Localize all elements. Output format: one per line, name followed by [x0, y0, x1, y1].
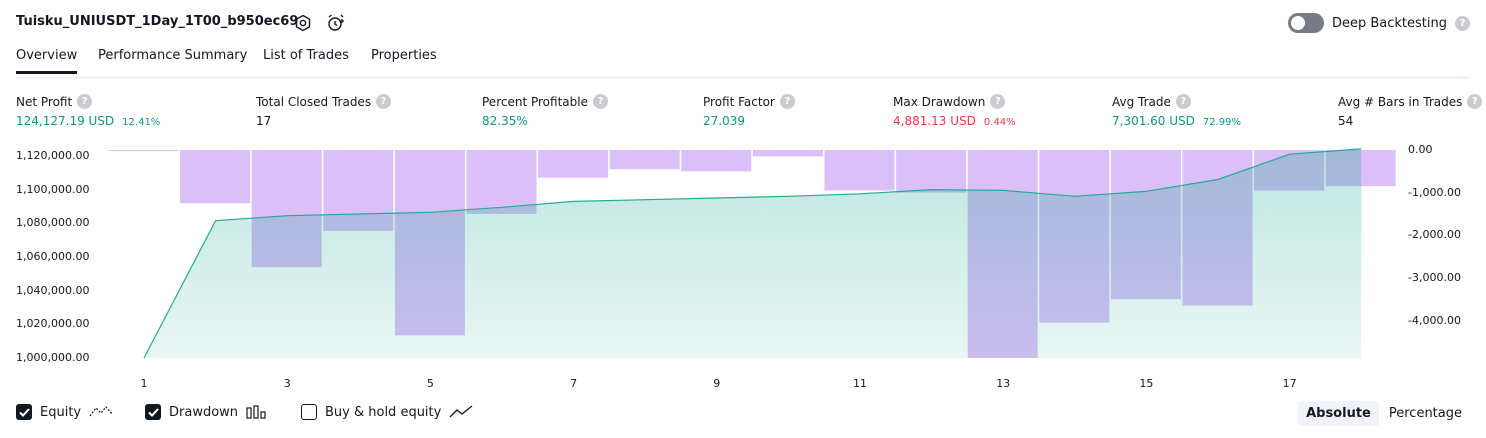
absolute-button[interactable]: Absolute: [1298, 401, 1379, 426]
x-axis-tick-label: 5: [426, 377, 434, 390]
equity-line: [143, 148, 1362, 359]
drawdown-bar: [538, 150, 609, 178]
help-icon[interactable]: ?: [990, 94, 1006, 109]
drawdown-bar: [896, 150, 967, 193]
legend-label: Buy & hold equity: [325, 404, 442, 420]
tab-properties[interactable]: Properties: [371, 48, 437, 63]
strategy-title: Tuisku_UNIUSDT_1Day_1T00_b950ec69: [16, 14, 299, 29]
tab-list-of-trades[interactable]: List of Trades: [263, 48, 349, 63]
add-alert-clock-icon[interactable]: [325, 12, 347, 34]
metric-percent-profitable: Percent Profitable? 82.35%: [482, 94, 608, 128]
equity-axis-tick-label: 1,020,000.00: [16, 317, 90, 331]
metric-avg-trade: Avg Trade? 7,301.60 USD 72.99%: [1112, 94, 1241, 128]
equity-axis-tick-label: 1,120,000.00: [16, 148, 90, 162]
deep-backtesting-control: Deep Backtesting ?: [1287, 13, 1470, 33]
metric-percent: 12.41%: [122, 117, 161, 128]
legend-buy-hold-equity[interactable]: Buy & hold equity: [301, 404, 473, 420]
percentage-button[interactable]: Percentage: [1388, 406, 1462, 421]
metric-label: Avg Trade: [1112, 94, 1171, 109]
metric-value: 7,301.60 USD: [1112, 114, 1195, 128]
legend-label: Equity: [40, 404, 82, 420]
metric-value: 27.039: [703, 114, 745, 128]
metric-label: Avg # Bars in Trades: [1338, 94, 1463, 109]
equity-axis-tick-label: 1,100,000.00: [16, 182, 90, 196]
x-axis-tick-label: 9: [713, 377, 721, 390]
x-axis-tick-label: 1: [140, 377, 148, 390]
tab-overview[interactable]: Overview: [16, 48, 78, 74]
deep-backtesting-label: Deep Backtesting: [1331, 15, 1447, 31]
equity-axis-tick-label: 1,080,000.00: [16, 216, 90, 230]
equity-axis-tick-label: 1,040,000.00: [16, 283, 90, 297]
help-icon[interactable]: ?: [376, 94, 392, 109]
metric-max-drawdown: Max Drawdown? 4,881.13 USD 0.44%: [893, 94, 1016, 128]
help-icon[interactable]: ?: [1467, 94, 1483, 109]
legend-drawdown[interactable]: Drawdown: [145, 404, 268, 420]
drawdown-axis-tick-label: -1,000.00: [1408, 185, 1461, 199]
drawdown-bars-icon: [246, 405, 266, 419]
x-axis-tick-label: 13: [996, 377, 1011, 390]
drawdown-axis-tick-label: -3,000.00: [1408, 270, 1461, 284]
buy-hold-checkbox[interactable]: [301, 404, 317, 420]
report-tabs: Overview Performance Summary List of Tra…: [16, 44, 1470, 79]
drawdown-bar: [681, 150, 752, 172]
x-axis-tick-label: 3: [283, 377, 291, 390]
x-axis-tick-label: 15: [1139, 377, 1154, 390]
x-axis-tick-label: 7: [570, 377, 578, 390]
help-icon[interactable]: ?: [1175, 94, 1191, 109]
metric-value: 124,127.19 USD: [16, 114, 115, 128]
drawdown-axis-tick-label: -4,000.00: [1408, 313, 1461, 327]
drawdown-bar: [466, 150, 537, 214]
drawdown-axis-tick-label: 0.00: [1408, 143, 1433, 156]
legend-equity[interactable]: Equity: [16, 404, 113, 420]
metric-value: 54: [1338, 114, 1354, 128]
metric-net-profit: Net Profit? 124,127.19 USD 12.41%: [16, 94, 160, 128]
metric-label: Net Profit: [16, 94, 73, 109]
drawdown-bar: [824, 150, 895, 191]
metric-percent: 0.44%: [983, 117, 1016, 128]
buy-hold-line-icon: [449, 405, 473, 418]
metric-label: Percent Profitable: [482, 94, 588, 109]
help-icon[interactable]: ?: [77, 94, 93, 109]
help-icon[interactable]: ?: [779, 94, 795, 109]
metric-label: Total Closed Trades: [256, 94, 372, 109]
help-icon[interactable]: ?: [1455, 15, 1470, 31]
equity-axis-tick-label: 1,000,000.00: [16, 351, 90, 364]
toggle-knob: [1290, 16, 1305, 30]
drawdown-checkbox[interactable]: [145, 404, 161, 420]
tab-performance-summary[interactable]: Performance Summary: [98, 48, 248, 63]
equity-axis-tick-label: 1,060,000.00: [16, 249, 90, 263]
drawdown-bar: [609, 150, 680, 170]
drawdown-bar: [180, 150, 251, 204]
metric-total-closed-trades: Total Closed Trades? 17: [256, 94, 392, 128]
equity-line-icon: [89, 406, 113, 417]
equity-area: [144, 148, 1362, 358]
metric-profit-factor: Profit Factor? 27.039: [703, 94, 795, 128]
metric-value: 82.35%: [482, 114, 528, 128]
legend-label: Drawdown: [169, 404, 239, 420]
metric-avg-bars-in-trades: Avg # Bars in Trades? 54: [1338, 94, 1483, 128]
deep-backtesting-toggle[interactable]: [1287, 13, 1324, 33]
help-icon[interactable]: ?: [592, 94, 608, 109]
metric-value: 4,881.13 USD: [893, 114, 976, 128]
x-axis-tick-label: 11: [853, 377, 867, 390]
equity-checkbox[interactable]: [16, 404, 32, 420]
metric-percent: 72.99%: [1202, 117, 1242, 128]
x-axis-tick-label: 17: [1282, 377, 1297, 390]
metric-label: Max Drawdown: [893, 94, 986, 109]
settings-gear-icon[interactable]: [292, 12, 314, 34]
scale-toggle: Absolute Percentage: [1298, 401, 1470, 426]
metric-label: Profit Factor: [703, 94, 775, 109]
drawdown-bar: [752, 150, 823, 157]
drawdown-bar: [108, 150, 179, 151]
drawdown-axis-tick-label: -2,000.00: [1408, 228, 1461, 242]
metric-value: 17: [256, 114, 272, 128]
